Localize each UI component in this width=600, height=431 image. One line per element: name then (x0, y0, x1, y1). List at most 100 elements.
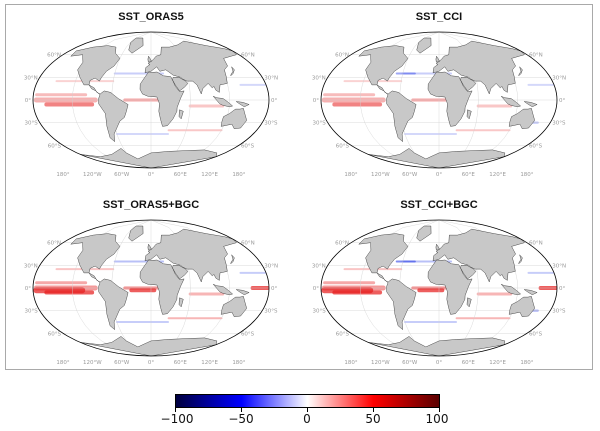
lat-label: 60°S (48, 143, 62, 149)
colorbar-tick-label: 100 (425, 412, 449, 426)
colorbar-gradient (175, 394, 440, 408)
lon-label: 120°W (83, 360, 102, 366)
lon-label: 120°W (371, 172, 390, 178)
lon-label: 180° (344, 172, 357, 178)
panel-title: SST_ORAS5+BGC (102, 199, 200, 211)
lon-label: 60°E (462, 172, 476, 178)
lat-label: 30°S (312, 121, 326, 127)
lat-label: 30°S (24, 309, 38, 315)
lat-label: 30°S (264, 309, 278, 315)
lat-label: 0° (25, 98, 31, 104)
lat-label: 30°N (312, 75, 326, 81)
lon-label: 0° (148, 360, 154, 366)
lon-label: 120°W (83, 172, 102, 178)
map-outline (32, 219, 270, 357)
colorbar-tick-label: 0 (303, 412, 311, 426)
colorbar-tick (373, 408, 374, 412)
lon-label: 180° (520, 172, 533, 178)
lat-label: 0° (25, 286, 31, 292)
lat-label: 30°S (552, 309, 566, 315)
lat-label: 30°S (264, 121, 278, 127)
lat-label: 60°S (241, 143, 255, 149)
panel-title: SST_CCI (415, 11, 463, 23)
world-map: 60°N 30°N 0° 30°S 60°S 60°N 30°N 0° 30°S 60°S 180°… (312, 31, 566, 178)
map-panel-sst-oras5: SST_ORAS5 60°N 30°N 0° 30°S 60°S 60°N 30°N 0° 30… (16, 11, 286, 181)
lon-label: 180° (232, 172, 245, 178)
lon-label: 120°E (201, 360, 218, 366)
lat-label: 60°N (335, 53, 349, 59)
lat-label: 60°N (529, 53, 543, 59)
lat-label: 60°S (241, 331, 255, 337)
lat-label: 60°N (47, 53, 61, 59)
colorbar-tick (439, 408, 440, 412)
colorbar-tick (175, 408, 176, 412)
lat-label: 30°N (552, 75, 566, 81)
lat-label: 30°N (552, 263, 566, 269)
lon-label: 60°W (114, 360, 130, 366)
map-panel-sst-oras5-bgc: SST_ORAS5+BGC 60°N 30°N 0° 30°S 60°S 60°N 30°N… (16, 199, 286, 369)
land (70, 37, 250, 168)
lat-label: 30°S (552, 121, 566, 127)
lat-label: 30°N (24, 263, 38, 269)
lat-label: 0° (313, 286, 319, 292)
lon-label: 180° (56, 360, 69, 366)
lat-label: 30°N (264, 263, 278, 269)
panel-title: SST_ORAS5 (118, 11, 184, 23)
lon-label: 0° (436, 360, 442, 366)
lat-label: 60°S (336, 143, 350, 149)
lon-label: 180° (232, 360, 245, 366)
land (358, 37, 538, 168)
land (70, 225, 250, 356)
lon-label: 60°E (174, 172, 188, 178)
figure-frame: SST_ORAS5 60°N 30°N 0° 30°S 60°S 60°N 30°N 0° 30… (5, 4, 593, 370)
lon-label: 60°W (402, 360, 418, 366)
panel-title: SST_CCI+BGC (400, 199, 478, 211)
colorbar-tick (307, 408, 308, 412)
lon-label: 120°E (201, 172, 218, 178)
lat-label: 0° (271, 98, 277, 104)
lat-label: 60°N (241, 53, 255, 59)
lat-label: 30°S (24, 121, 38, 127)
colorbar-tick-label: 50 (365, 412, 381, 426)
lat-label: 60°N (241, 241, 255, 247)
lon-label: 120°E (489, 172, 506, 178)
lon-label: 60°W (114, 172, 130, 178)
lat-label: 60°S (529, 143, 543, 149)
map-outline (320, 219, 558, 357)
lat-label: 30°S (312, 309, 326, 315)
colorbar: −100 −50 0 50 100 (161, 394, 448, 429)
lon-label: 180° (520, 360, 533, 366)
lon-label: 120°E (489, 360, 506, 366)
lon-label: 180° (344, 360, 357, 366)
lat-label: 60°N (529, 241, 543, 247)
lat-label: 30°N (312, 263, 326, 269)
lon-label: 60°W (402, 172, 418, 178)
world-map: 60°N 30°N 0° 30°S 60°S 60°N 30°N 0° 30°S 60°S 180°… (312, 219, 566, 366)
colorbar-tick-label: −100 (160, 412, 194, 426)
lat-label: 60°S (529, 331, 543, 337)
world-map: 60°N 30°N 0° 30°S 60°S 60°N 30°N 0° 30°S 60°S 180°… (24, 31, 278, 178)
lat-label: 60°S (336, 331, 350, 337)
lat-label: 30°N (24, 75, 38, 81)
lat-label: 60°N (335, 241, 349, 247)
lat-label: 30°N (264, 75, 278, 81)
map-panel-sst-cci-bgc: SST_CCI+BGC 60°N 30°N 0° 30°S 60°S 60°N 30°N 0°… (304, 199, 574, 369)
colorbar-tick-label: −50 (228, 412, 254, 426)
lat-label: 0° (559, 286, 565, 292)
lat-label: 60°N (47, 241, 61, 247)
lon-label: 0° (436, 172, 442, 178)
lon-label: 120°W (371, 360, 390, 366)
lon-label: 0° (148, 172, 154, 178)
lat-label: 0° (559, 98, 565, 104)
map-outline (32, 31, 270, 169)
lon-label: 180° (56, 172, 69, 178)
colorbar-tick (241, 408, 242, 412)
lon-label: 60°E (462, 360, 476, 366)
map-outline (320, 31, 558, 169)
map-panel-sst-cci: SST_CCI 60°N 30°N 0° 30°S 60°S 60°N 30°N 0° 30°S… (304, 11, 574, 181)
land (358, 225, 538, 356)
lon-label: 60°E (174, 360, 188, 366)
lat-label: 0° (313, 98, 319, 104)
lat-label: 0° (271, 286, 277, 292)
world-map: 60°N 30°N 0° 30°S 60°S 60°N 30°N 0° 30°S 60°S 180°… (24, 219, 278, 366)
